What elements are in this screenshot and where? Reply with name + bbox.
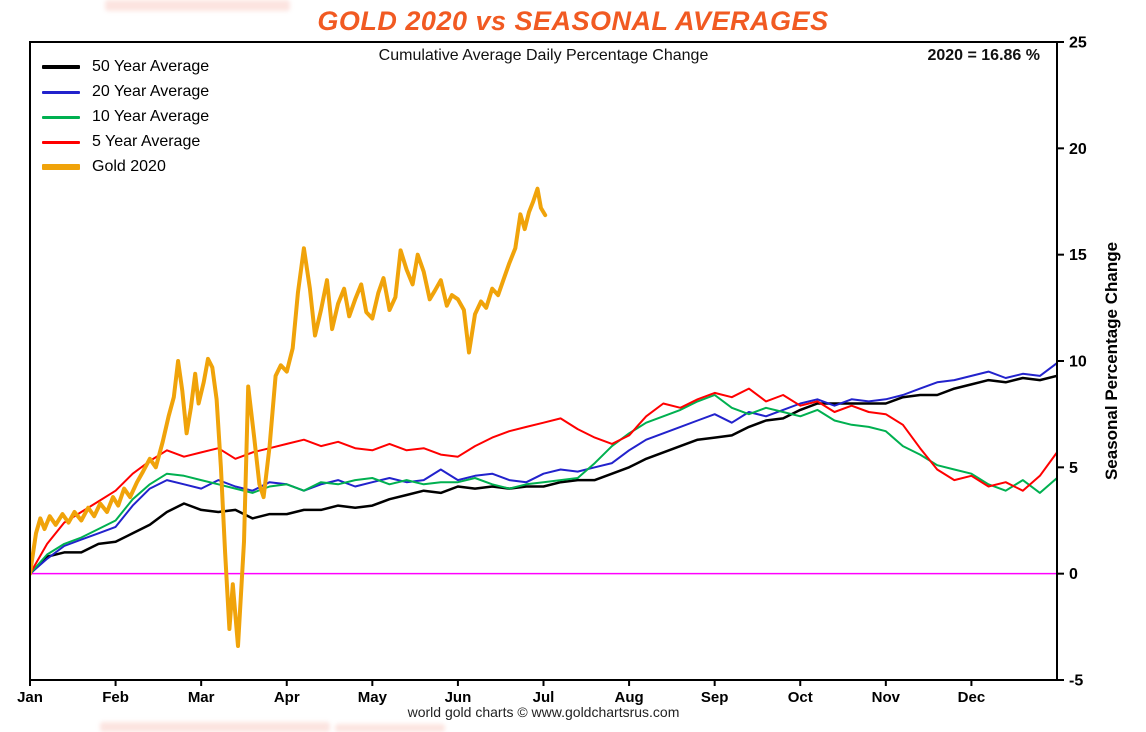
legend-label-10yr: 10 Year Average <box>92 108 210 125</box>
x-tick-label: Jun <box>445 689 472 706</box>
legend-item-10yr: 10 Year Average <box>42 108 209 126</box>
y-tick-label: 5 <box>1069 460 1078 477</box>
x-tick-label: Aug <box>614 689 643 706</box>
legend-item-50yr: 50 Year Average <box>42 58 209 76</box>
legend-swatch-10yr-icon <box>42 115 80 119</box>
legend-swatch-50yr-icon <box>42 65 80 69</box>
value-annotation-2020: 2020 = 16.86 % <box>927 47 1040 64</box>
series-line-1 <box>30 362 1057 575</box>
legend-label-20yr: 20 Year Average <box>92 83 210 100</box>
watermark-fragment <box>335 724 445 732</box>
legend: 50 Year Average 20 Year Average 10 Year … <box>42 58 209 176</box>
y-tick-label: 10 <box>1069 354 1087 371</box>
x-tick-label: Oct <box>788 689 813 706</box>
legend-swatch-5yr-icon <box>42 140 80 144</box>
legend-item-5yr: 5 Year Average <box>42 133 209 151</box>
y-tick-label: 25 <box>1069 35 1087 52</box>
y-tick-label: 20 <box>1069 141 1087 158</box>
chart-subtitle: Cumulative Average Daily Percentage Chan… <box>378 47 709 64</box>
x-tick-label: Dec <box>958 689 986 706</box>
y-tick-label: 0 <box>1069 566 1078 583</box>
legend-item-gold2020: Gold 2020 <box>42 158 209 176</box>
attribution-footer: world gold charts © www.goldchartsrus.co… <box>407 704 680 720</box>
watermark-fragment <box>100 722 330 732</box>
x-tick-label: Jul <box>533 689 555 706</box>
legend-label-gold2020: Gold 2020 <box>92 158 166 175</box>
watermark-fragment <box>105 0 290 11</box>
y-tick-label: 15 <box>1069 247 1087 264</box>
y-axis-title: Seasonal Percentage Change <box>1102 241 1121 481</box>
y-tick-label: -5 <box>1069 673 1083 690</box>
x-tick-label: Apr <box>274 689 300 706</box>
legend-item-20yr: 20 Year Average <box>42 83 209 101</box>
legend-label-50yr: 50 Year Average <box>92 58 210 75</box>
x-tick-label: May <box>358 689 388 706</box>
series-line-4 <box>30 186 548 648</box>
legend-swatch-gold2020-icon <box>42 164 80 170</box>
x-tick-label: Mar <box>188 689 215 706</box>
chart-title: GOLD 2020 vs SEASONAL AVERAGES <box>317 6 829 36</box>
x-tick-label: Sep <box>701 689 729 706</box>
plot-frame <box>29 41 1058 681</box>
legend-label-5yr: 5 Year Average <box>92 133 201 150</box>
x-tick-label: Feb <box>102 689 129 706</box>
series-line-0 <box>30 374 1057 575</box>
series-line-2 <box>30 394 1057 575</box>
x-tick-label: Nov <box>872 689 901 706</box>
series-line-3 <box>30 387 1057 575</box>
legend-swatch-20yr-icon <box>42 90 80 94</box>
x-tick-label: Jan <box>17 689 43 706</box>
